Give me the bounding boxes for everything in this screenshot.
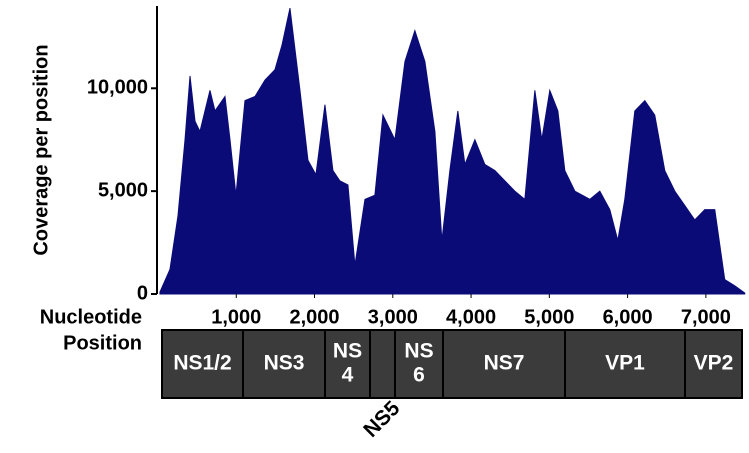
x-tick-label: 1,000	[211, 306, 261, 328]
segment-label: NS	[404, 340, 433, 363]
genome-segment	[324, 329, 371, 399]
x-axis-title: Position	[63, 332, 142, 354]
segment-label: NS1/2	[173, 352, 231, 375]
x-axis-title: Nucleotide	[40, 306, 142, 328]
genome-segment	[369, 329, 396, 399]
x-tick-label: 7,000	[681, 306, 731, 328]
genome-segment	[442, 329, 566, 399]
segment-label-outside: NS5	[359, 397, 404, 442]
x-tick-label: 2,000	[290, 306, 340, 328]
y-tick-label: 10,000	[87, 77, 148, 99]
x-tick-label: 5,000	[524, 306, 574, 328]
y-axis-title: Coverage per position	[30, 44, 52, 255]
genome-segment	[684, 329, 743, 399]
segment-label: VP1	[605, 352, 645, 375]
x-tick-label: 6,000	[603, 306, 653, 328]
genome-segment	[161, 329, 244, 399]
segment-label: 4	[342, 364, 354, 387]
segment-label: NS7	[484, 352, 525, 375]
coverage-area	[159, 7, 746, 295]
genome-segment	[394, 329, 444, 399]
segment-label: NS	[333, 340, 362, 363]
segment-label: VP2	[694, 352, 734, 375]
y-tick-label: 0	[137, 282, 148, 304]
x-tick-label: 3,000	[368, 306, 418, 328]
y-tick-label: 5,000	[98, 179, 148, 201]
segment-label: NS3	[264, 352, 305, 375]
x-tick-label: 4,000	[446, 306, 496, 328]
genome-segment	[564, 329, 686, 399]
segment-label: 6	[413, 364, 425, 387]
